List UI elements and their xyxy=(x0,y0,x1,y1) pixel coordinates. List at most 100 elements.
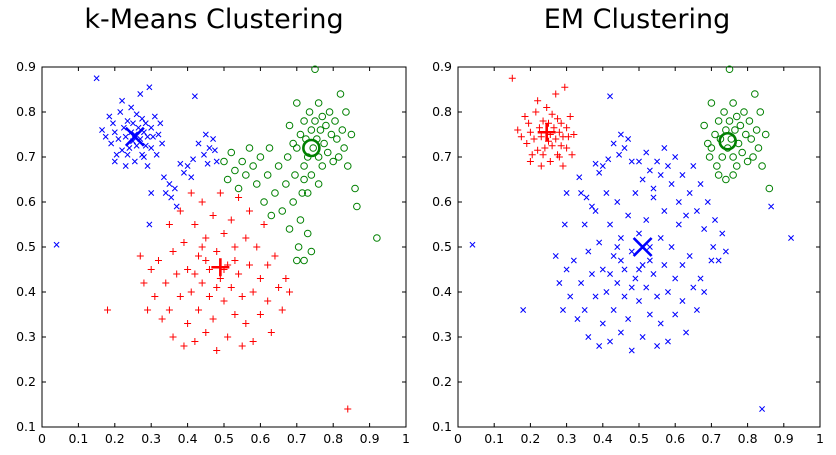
data-point xyxy=(133,111,140,118)
data-point xyxy=(707,144,716,152)
data-point xyxy=(351,184,359,193)
y-tick-label: 0.3 xyxy=(16,329,36,344)
data-point xyxy=(148,145,155,151)
data-point xyxy=(725,117,734,125)
data-point xyxy=(636,158,642,165)
data-point xyxy=(220,297,228,305)
data-point xyxy=(300,117,308,125)
data-point xyxy=(195,306,203,314)
data-point xyxy=(314,99,323,107)
data-point xyxy=(256,153,265,161)
data-point xyxy=(592,208,599,214)
data-point xyxy=(144,133,151,140)
data-point xyxy=(596,239,603,246)
data-point xyxy=(508,74,516,82)
data-point xyxy=(117,109,124,115)
data-point xyxy=(654,158,661,165)
data-point xyxy=(188,174,195,181)
data-point xyxy=(223,175,232,184)
data-point xyxy=(285,225,294,233)
data-point xyxy=(231,257,239,264)
data-point xyxy=(704,199,711,205)
x-tick-label: 0.2 xyxy=(520,431,540,446)
cluster-center-marker xyxy=(718,131,737,151)
data-point xyxy=(599,266,606,273)
data-point xyxy=(563,124,571,132)
data-point xyxy=(147,266,155,273)
data-point xyxy=(202,329,210,336)
data-point xyxy=(759,406,766,412)
data-point xyxy=(136,252,144,260)
data-point xyxy=(231,166,239,175)
data-point xyxy=(195,252,203,260)
x-tick-label: 0.7 xyxy=(701,431,721,446)
data-point xyxy=(541,144,549,152)
data-point xyxy=(707,99,716,107)
data-point xyxy=(227,284,235,291)
data-point xyxy=(334,153,343,161)
data-point xyxy=(220,230,228,237)
data-point xyxy=(646,311,653,318)
data-point xyxy=(539,151,547,159)
data-point xyxy=(650,194,657,201)
data-point xyxy=(729,99,737,107)
data-point xyxy=(137,91,144,97)
data-point xyxy=(729,153,737,161)
data-point xyxy=(557,142,565,150)
chart-title: EM Clustering xyxy=(543,4,731,35)
data-point xyxy=(184,163,191,169)
data-point xyxy=(528,151,536,159)
series-2 xyxy=(104,189,352,413)
data-point xyxy=(202,234,210,242)
data-point xyxy=(568,151,576,159)
em-chart-panel: EM Clustering 0 0.1 0.2 0.3 0.4 0.5 0.6 0.7 0.8 0… xyxy=(418,0,836,455)
y-tick-label: 0.9 xyxy=(16,59,36,74)
x-tick-label: 0.8 xyxy=(738,431,758,446)
data-point xyxy=(190,156,197,163)
data-point xyxy=(162,190,169,196)
data-point xyxy=(184,266,192,273)
data-point xyxy=(198,198,206,206)
data-point xyxy=(713,162,721,170)
data-point xyxy=(343,162,352,170)
data-point xyxy=(282,275,290,282)
data-point xyxy=(567,293,574,300)
data-point xyxy=(665,338,671,345)
data-point xyxy=(102,133,109,140)
data-point xyxy=(271,189,279,197)
x-tick-label: 0.2 xyxy=(105,431,125,446)
data-point xyxy=(693,208,700,214)
x-tick-label: 0.1 xyxy=(484,431,504,446)
data-point xyxy=(736,121,745,130)
data-point xyxy=(155,131,162,138)
data-point xyxy=(298,189,307,197)
data-point xyxy=(537,162,545,170)
data-point xyxy=(220,157,228,166)
x-tick-label: 0.7 xyxy=(287,431,307,446)
data-point xyxy=(668,244,675,250)
data-point xyxy=(617,235,624,241)
data-point xyxy=(751,90,759,98)
series-1 xyxy=(220,65,381,265)
data-point xyxy=(741,130,750,139)
cluster-center-marker xyxy=(632,237,653,257)
data-point xyxy=(126,145,133,151)
data-point xyxy=(765,184,774,193)
data-point xyxy=(311,117,319,125)
data-point xyxy=(263,171,272,179)
data-point xyxy=(93,75,100,82)
data-point xyxy=(756,108,765,116)
data-point xyxy=(768,203,775,210)
data-point xyxy=(690,163,697,169)
data-point xyxy=(282,180,290,188)
data-point xyxy=(180,342,188,350)
x-tick-label: 0.4 xyxy=(593,431,613,446)
data-point xyxy=(128,104,135,111)
y-tick-label: 0.3 xyxy=(432,329,452,344)
data-point xyxy=(636,298,642,304)
data-point xyxy=(314,180,323,188)
data-point xyxy=(124,151,131,158)
data-point xyxy=(264,297,272,305)
data-point xyxy=(285,121,294,130)
data-point xyxy=(672,311,679,318)
